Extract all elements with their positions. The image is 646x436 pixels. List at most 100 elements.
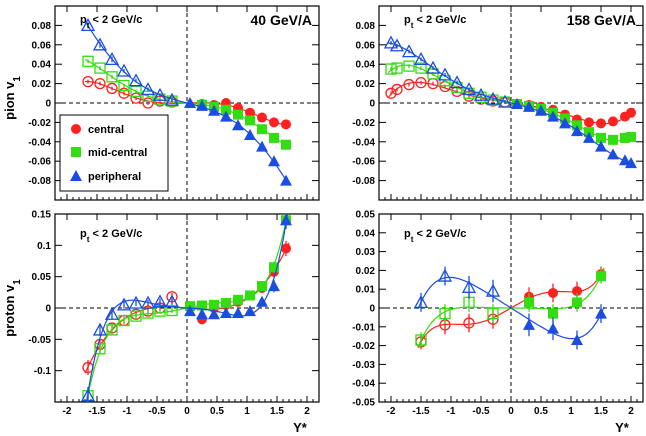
point-mid-central	[620, 132, 630, 143]
point-peripheral	[280, 214, 292, 226]
plot-area	[80, 18, 292, 186]
x-tick-label: 2	[304, 406, 310, 417]
cond-pion-158: pt < 2 GeV/c	[404, 14, 466, 30]
point-mid-central	[245, 115, 255, 126]
point-peripheral	[547, 322, 559, 334]
point-central	[118, 87, 130, 99]
point-peripheral	[511, 97, 523, 109]
x-tick-label: 0.5	[210, 406, 224, 417]
point-mid-central	[548, 308, 558, 319]
point-mid-central	[281, 139, 291, 150]
point-peripheral	[92, 37, 108, 51]
point-mid-central	[82, 55, 94, 67]
y-tick-label: -0.02	[28, 118, 51, 129]
point-central	[82, 76, 94, 88]
y-tick-label: -0.1	[34, 366, 52, 377]
point-peripheral	[164, 92, 180, 106]
point-peripheral	[116, 63, 132, 77]
point-peripheral	[473, 87, 489, 101]
y-tick-label: 0	[45, 99, 51, 110]
point-peripheral	[619, 154, 631, 166]
legend-marker-mid-central	[71, 147, 81, 157]
point-central	[385, 87, 397, 99]
legend: central mid-central peripheral	[59, 114, 169, 192]
point-peripheral	[152, 294, 168, 308]
point-mid-central	[221, 104, 231, 115]
point-mid-central	[608, 134, 618, 145]
point-mid-central	[596, 271, 606, 282]
point-central	[106, 82, 118, 95]
x-tick-label: 0.5	[534, 406, 548, 417]
point-peripheral	[164, 294, 180, 308]
plot-area	[413, 266, 607, 350]
panel-pion-158: -0.08 -0.06 -0.04 -0.02 0 0.02 0.04 0.06 0.08	[352, 5, 644, 201]
legend-label-peripheral: peripheral	[88, 171, 141, 183]
x-tick-label: -0.5	[148, 406, 166, 417]
point-peripheral	[140, 295, 156, 309]
y-tick-label: -0.01	[352, 322, 375, 333]
point-peripheral	[232, 119, 244, 131]
y-tick-label: 0.06	[32, 40, 52, 51]
point-mid-central	[257, 281, 267, 292]
point-mid-central	[487, 307, 499, 320]
point-peripheral	[184, 97, 196, 108]
point-peripheral	[547, 110, 559, 122]
point-peripheral	[232, 307, 244, 319]
point-mid-central	[197, 300, 207, 311]
point-peripheral	[244, 305, 256, 317]
y-tick-label: 0.04	[356, 60, 376, 71]
x-tick-label: 2	[628, 406, 634, 417]
y-tick-label: -0.04	[352, 379, 375, 390]
point-central	[403, 78, 415, 91]
y-tick-label: 0	[369, 99, 375, 110]
y-tick-label: 0.04	[32, 60, 52, 71]
cond-pion-40: pt < 2 GeV/c	[80, 14, 142, 30]
point-peripheral	[244, 129, 256, 141]
point-mid-central	[118, 314, 130, 327]
y-tick-label: -0.05	[352, 398, 375, 409]
x-tick-label: -0.5	[472, 406, 490, 417]
ylabel-pion: pion v1	[2, 76, 23, 120]
y-tick-label: -0.08	[28, 176, 51, 187]
cond-proton-158: pt < 2 GeV/c	[404, 228, 466, 244]
point-peripheral	[449, 75, 465, 89]
point-peripheral	[208, 308, 220, 320]
y-tick-label: -0.05	[28, 335, 51, 346]
point-peripheral	[140, 82, 156, 96]
point-peripheral	[268, 155, 280, 167]
x-tick-label: -2	[387, 406, 396, 417]
point-peripheral	[413, 51, 429, 65]
title-pion-158: 158 GeV/A	[567, 12, 636, 28]
point-mid-central	[166, 304, 178, 317]
x-tick-label: 1.5	[594, 406, 608, 417]
point-peripheral	[425, 60, 441, 74]
legend-marker-central	[71, 124, 81, 134]
point-peripheral	[80, 18, 96, 32]
point-peripheral	[280, 174, 292, 186]
point-peripheral	[535, 104, 547, 116]
point-mid-central	[269, 132, 279, 143]
point-peripheral	[401, 44, 417, 58]
panel-pion-40: -0.08 -0.06 -0.04 -0.02 0 0.02 0.04 0.06 0.08	[28, 5, 320, 201]
point-peripheral	[583, 131, 595, 143]
point-mid-central	[391, 62, 403, 74]
point-peripheral	[104, 51, 120, 65]
point-peripheral	[104, 306, 120, 320]
y-tick-label: 0.03	[356, 247, 376, 258]
point-mid-central	[245, 290, 255, 301]
point-mid-central	[94, 343, 106, 355]
plot-area	[383, 35, 637, 169]
point-peripheral	[220, 110, 232, 122]
point-peripheral	[485, 283, 501, 297]
point-mid-central	[385, 63, 397, 75]
legend-label-central: central	[88, 124, 124, 136]
point-central	[608, 116, 618, 127]
point-mid-central	[118, 79, 130, 92]
point-central	[257, 112, 267, 123]
point-central	[626, 107, 636, 118]
point-peripheral	[523, 100, 535, 112]
point-mid-central	[596, 132, 606, 143]
point-central	[94, 77, 106, 90]
point-mid-central	[269, 262, 279, 273]
